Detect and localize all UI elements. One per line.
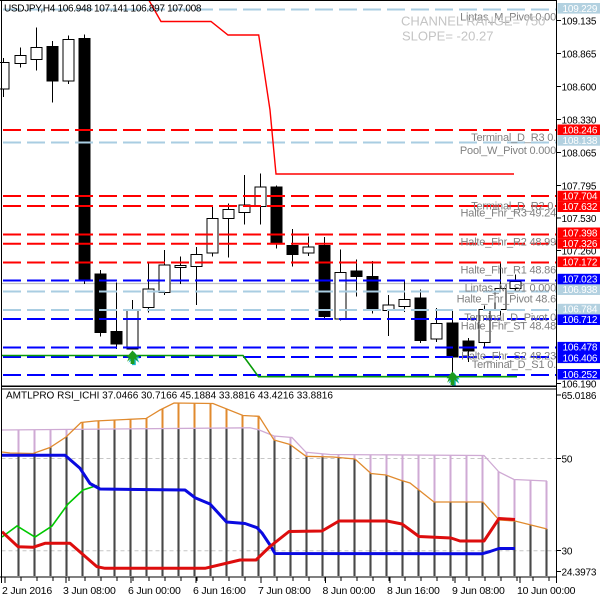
svg-text:106.190: 106.190 — [562, 379, 597, 390]
svg-text:106.938: 106.938 — [563, 285, 598, 296]
svg-text:106.478: 106.478 — [563, 343, 598, 354]
svg-text:Terminal_D_S1 0.: Terminal_D_S1 0. — [472, 359, 556, 371]
svg-text:Terminal_D_R2 0.: Terminal_D_R2 0. — [471, 201, 556, 213]
svg-text:108.065: 108.065 — [562, 148, 597, 159]
svg-text:Halte_Fhr_R1 48.86: Halte_Fhr_R1 48.86 — [461, 265, 557, 277]
svg-text:50: 50 — [562, 454, 573, 465]
svg-text:107.326: 107.326 — [563, 239, 598, 250]
svg-text:USDJPY,H4 106.948 107.141 106: USDJPY,H4 106.948 107.141 106.897 107.00… — [4, 4, 202, 15]
svg-text:AMTLPRO RSI_ICHI 37.0466 30.71: AMTLPRO RSI_ICHI 37.0466 30.7166 45.1884… — [6, 391, 333, 402]
svg-text:107.795: 107.795 — [562, 181, 597, 192]
svg-text:65.0186: 65.0186 — [562, 391, 597, 402]
svg-text:2 Jun 2016: 2 Jun 2016 — [2, 585, 52, 597]
svg-text:Pool_W_Pivot 0.000: Pool_W_Pivot 0.000 — [460, 145, 556, 157]
svg-text:6 Jun 16:00: 6 Jun 16:00 — [193, 585, 246, 597]
svg-text:106.712: 106.712 — [563, 315, 598, 326]
svg-text:Lintas_M_Pivot 0.00: Lintas_M_Pivot 0.00 — [460, 12, 556, 24]
svg-text:SLOPE= -20.27: SLOPE= -20.27 — [402, 29, 493, 44]
svg-text:Halte_Fhr_Pivot 48.6: Halte_Fhr_Pivot 48.6 — [457, 294, 556, 306]
svg-text:Halte_Fhr_R2 48.99: Halte_Fhr_R2 48.99 — [461, 237, 557, 249]
svg-text:107.530: 107.530 — [562, 214, 597, 225]
svg-text:108.330: 108.330 — [562, 115, 597, 126]
svg-text:107.704: 107.704 — [563, 192, 598, 203]
svg-text:8 Jun 00:00: 8 Jun 00:00 — [323, 585, 376, 597]
svg-text:6 Jun 00:00: 6 Jun 00:00 — [128, 585, 181, 597]
svg-text:Halte_Fhr_S2 48.23: Halte_Fhr_S2 48.23 — [461, 351, 556, 363]
svg-text:107.260: 107.260 — [562, 246, 597, 257]
svg-text:106.406: 106.406 — [563, 353, 598, 364]
svg-text:107.172: 107.172 — [563, 257, 598, 268]
svg-text:108.600: 108.600 — [562, 82, 597, 93]
svg-text:Lintas_M_S1 0.000: Lintas_M_S1 0.000 — [465, 283, 556, 295]
svg-text:109.135: 109.135 — [562, 16, 597, 27]
svg-text:CHANNEL RANGE= 750: CHANNEL RANGE= 750 — [401, 14, 545, 29]
svg-text:108.865: 108.865 — [562, 49, 597, 60]
svg-text:Terminal_D_Pivot 0: Terminal_D_Pivot 0 — [464, 312, 556, 324]
svg-text:3 Jun 08:00: 3 Jun 08:00 — [63, 585, 116, 597]
svg-text:24.3973: 24.3973 — [562, 567, 597, 578]
svg-text:9 Jun 08:00: 9 Jun 08:00 — [452, 585, 505, 597]
svg-text:107.398: 107.398 — [563, 228, 598, 239]
svg-text:108.138: 108.138 — [563, 136, 598, 147]
svg-text:109.229: 109.229 — [563, 4, 598, 15]
svg-text:8 Jun 16:00: 8 Jun 16:00 — [387, 585, 440, 597]
svg-text:106.784: 106.784 — [563, 305, 598, 316]
svg-text:7 Jun 08:00: 7 Jun 08:00 — [258, 585, 311, 597]
svg-text:108.246: 108.246 — [563, 125, 598, 136]
svg-text:106.252: 106.252 — [563, 370, 598, 381]
svg-text:Halte_Fhr_R3 49.24: Halte_Fhr_R3 49.24 — [461, 208, 557, 220]
svg-text:107.023: 107.023 — [563, 275, 598, 286]
svg-text:Halte_Fhr_ST 48.48: Halte_Fhr_ST 48.48 — [461, 321, 556, 333]
svg-text:30: 30 — [562, 546, 573, 557]
svg-text:10 Jun 00:00: 10 Jun 00:00 — [517, 585, 576, 597]
svg-text:107.632: 107.632 — [563, 202, 598, 213]
svg-text:Terminal_D_R3 0.: Terminal_D_R3 0. — [471, 132, 556, 144]
